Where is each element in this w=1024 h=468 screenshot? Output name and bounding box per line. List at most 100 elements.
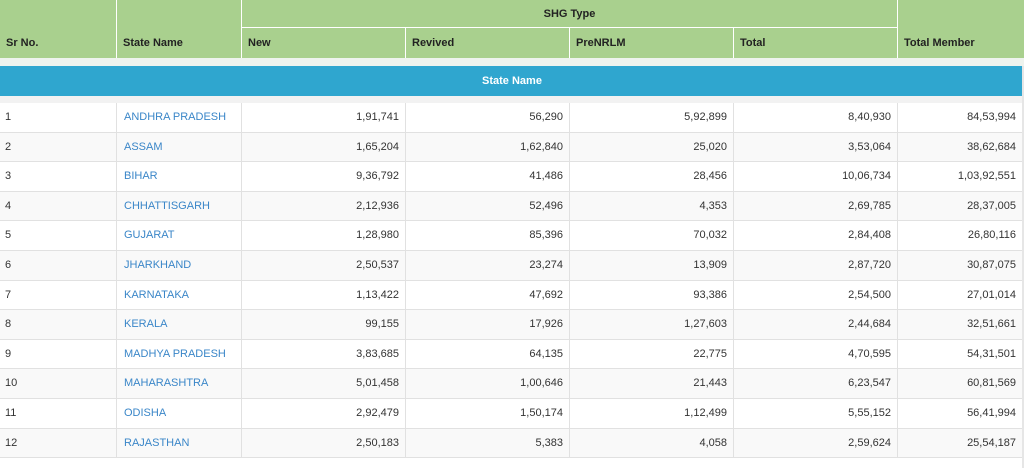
- row-prenrlm-count: 70,032: [570, 221, 734, 250]
- state-name-link[interactable]: KERALA: [117, 310, 242, 339]
- column-group-shg-type: SHG Type: [242, 0, 898, 28]
- row-revived-count: 52,496: [406, 192, 570, 221]
- column-header-total-member[interactable]: Total Member: [898, 0, 1024, 58]
- column-header-new[interactable]: New: [242, 28, 406, 58]
- row-revived-count: 41,486: [406, 162, 570, 191]
- state-name-link[interactable]: JHARKHAND: [117, 251, 242, 280]
- table-body: 1 ANDHRA PRADESH 1,91,741 56,290 5,92,899 8,4…: [0, 103, 1024, 458]
- row-new-count: 1,13,422: [242, 281, 406, 310]
- state-name-link[interactable]: CHHATTISGARH: [117, 192, 242, 221]
- row-total-count: 8,40,930: [734, 103, 898, 132]
- column-header-prenrlm[interactable]: PreNRLM: [570, 28, 734, 58]
- row-total-count: 4,70,595: [734, 340, 898, 369]
- row-total-count: 2,44,684: [734, 310, 898, 339]
- row-revived-count: 23,274: [406, 251, 570, 280]
- row-sr-no: 5: [0, 221, 117, 250]
- state-name-link[interactable]: BIHAR: [117, 162, 242, 191]
- column-header-state-name[interactable]: State Name: [117, 0, 242, 58]
- row-total-count: 6,23,547: [734, 369, 898, 398]
- state-name-link[interactable]: ODISHA: [117, 399, 242, 428]
- row-total-member-count: 30,87,075: [898, 251, 1024, 280]
- row-sr-no: 1: [0, 103, 117, 132]
- row-new-count: 2,50,183: [242, 429, 406, 458]
- column-group-label: SHG Type: [242, 8, 897, 20]
- row-total-member-count: 32,51,661: [898, 310, 1024, 339]
- row-prenrlm-count: 21,443: [570, 369, 734, 398]
- row-revived-count: 56,290: [406, 103, 570, 132]
- row-revived-count: 5,383: [406, 429, 570, 458]
- row-total-member-count: 56,41,994: [898, 399, 1024, 428]
- state-name-link[interactable]: RAJASTHAN: [117, 429, 242, 458]
- table-row: 10 MAHARASHTRA 5,01,458 1,00,646 21,443 6,23,…: [0, 369, 1024, 399]
- column-header-sr-no[interactable]: Sr No.: [0, 0, 117, 58]
- group-band: State Name: [0, 66, 1024, 96]
- row-new-count: 1,91,741: [242, 103, 406, 132]
- row-prenrlm-count: 22,775: [570, 340, 734, 369]
- row-prenrlm-count: 1,27,603: [570, 310, 734, 339]
- row-total-count: 2,87,720: [734, 251, 898, 280]
- row-sr-no: 7: [0, 281, 117, 310]
- row-new-count: 2,50,537: [242, 251, 406, 280]
- row-sr-no: 6: [0, 251, 117, 280]
- row-prenrlm-count: 4,353: [570, 192, 734, 221]
- row-prenrlm-count: 4,058: [570, 429, 734, 458]
- row-total-count: 2,59,624: [734, 429, 898, 458]
- row-revived-count: 1,00,646: [406, 369, 570, 398]
- table-row: 11 ODISHA 2,92,479 1,50,174 1,12,499 5,55,152…: [0, 399, 1024, 429]
- column-header-total[interactable]: Total: [734, 28, 898, 58]
- table-row: 8 KERALA 99,155 17,926 1,27,603 2,44,684 32,51…: [0, 310, 1024, 340]
- table-row: 3 BIHAR 9,36,792 41,486 28,456 10,06,734 1,03,…: [0, 162, 1024, 192]
- row-total-member-count: 54,31,501: [898, 340, 1024, 369]
- row-new-count: 9,36,792: [242, 162, 406, 191]
- table-row: 4 CHHATTISGARH 2,12,936 52,496 4,353 2,69,785…: [0, 192, 1024, 222]
- state-name-link[interactable]: MADHYA PRADESH: [117, 340, 242, 369]
- row-prenrlm-count: 25,020: [570, 133, 734, 162]
- row-total-count: 2,69,785: [734, 192, 898, 221]
- row-sr-no: 11: [0, 399, 117, 428]
- row-total-member-count: 84,53,994: [898, 103, 1024, 132]
- row-revived-count: 17,926: [406, 310, 570, 339]
- table-row: 12 RAJASTHAN 2,50,183 5,383 4,058 2,59,624 25,…: [0, 429, 1024, 459]
- table-header: Sr No. State Name SHG Type New Revived P…: [0, 0, 1024, 58]
- row-sr-no: 12: [0, 429, 117, 458]
- row-new-count: 1,28,980: [242, 221, 406, 250]
- row-sr-no: 8: [0, 310, 117, 339]
- row-prenrlm-count: 5,92,899: [570, 103, 734, 132]
- column-header-label: State Name: [123, 37, 183, 49]
- state-name-link[interactable]: ANDHRA PRADESH: [117, 103, 242, 132]
- state-name-link[interactable]: GUJARAT: [117, 221, 242, 250]
- band-divider: [0, 96, 1024, 103]
- column-header-label: Total Member: [904, 37, 975, 49]
- row-total-member-count: 1,03,92,551: [898, 162, 1024, 191]
- row-total-count: 10,06,734: [734, 162, 898, 191]
- row-total-member-count: 25,54,187: [898, 429, 1024, 458]
- row-prenrlm-count: 28,456: [570, 162, 734, 191]
- table-row: 9 MADHYA PRADESH 3,83,685 64,135 22,775 4,70,…: [0, 340, 1024, 370]
- table-row: 7 KARNATAKA 1,13,422 47,692 93,386 2,54,500 27…: [0, 281, 1024, 311]
- state-name-link[interactable]: KARNATAKA: [117, 281, 242, 310]
- column-header-label: PreNRLM: [576, 37, 626, 49]
- table-row: 2 ASSAM 1,65,204 1,62,840 25,020 3,53,064 38,6…: [0, 133, 1024, 163]
- row-total-member-count: 26,80,116: [898, 221, 1024, 250]
- table-row: 1 ANDHRA PRADESH 1,91,741 56,290 5,92,899 8,4…: [0, 103, 1024, 133]
- row-total-member-count: 27,01,014: [898, 281, 1024, 310]
- row-prenrlm-count: 1,12,499: [570, 399, 734, 428]
- row-total-count: 5,55,152: [734, 399, 898, 428]
- column-header-label: Total: [740, 37, 765, 49]
- row-revived-count: 64,135: [406, 340, 570, 369]
- row-new-count: 2,12,936: [242, 192, 406, 221]
- row-sr-no: 3: [0, 162, 117, 191]
- header-divider: [0, 58, 1024, 66]
- row-total-member-count: 28,37,005: [898, 192, 1024, 221]
- column-header-label: Revived: [412, 37, 454, 49]
- state-name-link[interactable]: MAHARASHTRA: [117, 369, 242, 398]
- column-header-label: Sr No.: [6, 37, 38, 49]
- column-header-revived[interactable]: Revived: [406, 28, 570, 58]
- row-total-member-count: 38,62,684: [898, 133, 1024, 162]
- row-prenrlm-count: 13,909: [570, 251, 734, 280]
- state-name-link[interactable]: ASSAM: [117, 133, 242, 162]
- table-row: 6 JHARKHAND 2,50,537 23,274 13,909 2,87,720 30…: [0, 251, 1024, 281]
- row-new-count: 5,01,458: [242, 369, 406, 398]
- row-new-count: 2,92,479: [242, 399, 406, 428]
